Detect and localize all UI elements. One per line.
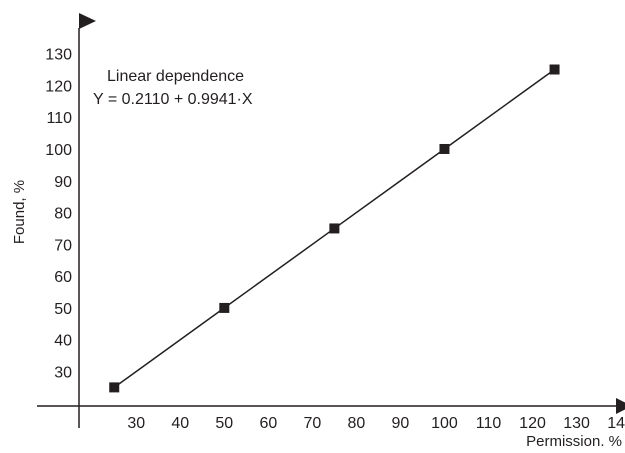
- data-point: [109, 382, 120, 393]
- y-tick-label: 30: [54, 364, 72, 381]
- x-axis-arrow: [616, 398, 625, 414]
- x-tick-label: 30: [127, 415, 145, 432]
- x-tick-label: 100: [431, 415, 458, 432]
- x-tick-label: 130: [563, 415, 590, 432]
- data-point: [329, 223, 340, 234]
- data-point: [439, 143, 450, 154]
- annotation-title: Linear dependence: [107, 68, 244, 85]
- x-tick-label: 90: [392, 415, 410, 432]
- x-tick-label: 110: [476, 415, 502, 432]
- y-tick-label: 40: [54, 333, 72, 350]
- x-tick-label: 140: [607, 415, 625, 432]
- y-tick-label: 130: [45, 47, 72, 64]
- x-tick-label: 60: [259, 415, 277, 432]
- x-tick-label: 70: [303, 415, 321, 432]
- y-tick-label: 120: [45, 78, 72, 95]
- data-point: [219, 302, 230, 313]
- x-tick-label: 120: [519, 415, 546, 432]
- axes: [37, 13, 625, 428]
- y-tick-label: 90: [54, 174, 72, 191]
- y-tick-label: 100: [45, 142, 72, 159]
- y-axis-arrow: [79, 13, 96, 29]
- x-tick-label: 40: [171, 415, 189, 432]
- x-axis-label: Permission. %: [526, 433, 622, 450]
- annotation-equation: Y = 0.2110 + 0.9941·X: [93, 91, 253, 108]
- y-tick-label: 110: [46, 110, 72, 127]
- y-tick-label: 60: [54, 269, 72, 286]
- data-point: [549, 64, 560, 75]
- series-layer: [109, 64, 560, 393]
- y-axis-ticks: 30 40 50 60 70 80 90 100 110 120 130: [45, 47, 72, 382]
- y-tick-label: 70: [54, 237, 72, 254]
- x-axis-ticks: 30 40 50 60 70 80 90 100 110 120 130 140: [127, 415, 625, 432]
- y-axis-label: Found, %: [11, 180, 28, 244]
- y-tick-label: 80: [54, 206, 72, 223]
- y-tick-label: 50: [54, 301, 72, 318]
- x-tick-label: 80: [348, 415, 366, 432]
- x-tick-label: 50: [215, 415, 233, 432]
